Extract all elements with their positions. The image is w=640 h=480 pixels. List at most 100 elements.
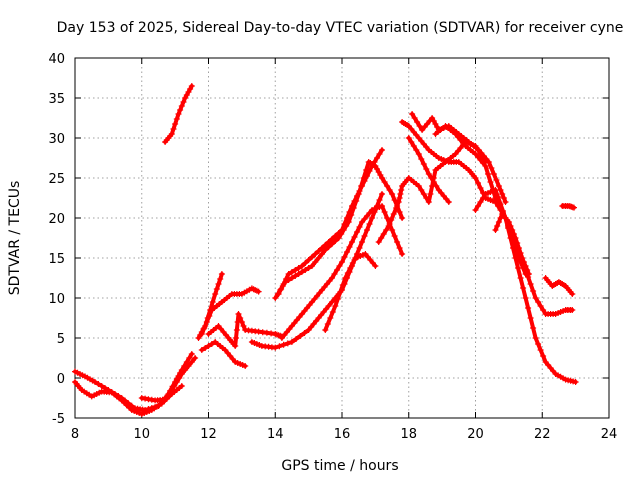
data-point xyxy=(202,345,209,351)
data-point xyxy=(343,223,350,229)
data-point xyxy=(355,191,362,197)
data-point xyxy=(428,175,435,181)
data-point xyxy=(240,323,247,329)
data-point xyxy=(363,167,370,173)
data-point xyxy=(329,241,335,247)
data-point xyxy=(325,244,332,250)
data-point xyxy=(374,155,380,161)
data-point xyxy=(315,255,322,261)
data-point xyxy=(309,254,315,260)
data-point xyxy=(338,231,345,237)
y-tick-label: 20 xyxy=(48,212,65,227)
data-point xyxy=(514,240,521,246)
data-point xyxy=(509,227,516,233)
data-point xyxy=(354,229,360,235)
data-point xyxy=(293,336,300,342)
data-point xyxy=(349,239,355,245)
data-point xyxy=(475,203,481,209)
data-point xyxy=(347,265,354,271)
axis-ticks: 8 10 12 14 16 18 20 22 24 -5 0 5 10 15 20 25 30 35 40 xyxy=(48,52,617,442)
x-tick-label: 8 xyxy=(71,427,79,442)
data-point xyxy=(495,183,502,189)
data-point xyxy=(180,99,187,105)
data-point xyxy=(425,199,432,205)
y-tick-label: 40 xyxy=(48,52,65,67)
data-point xyxy=(366,221,373,227)
data-point xyxy=(207,307,214,313)
data-series xyxy=(72,83,579,417)
data-point xyxy=(295,265,302,271)
data-point xyxy=(396,195,403,201)
data-point xyxy=(488,165,495,171)
data-point xyxy=(379,175,385,181)
data-point xyxy=(512,255,519,261)
grid-lines xyxy=(75,58,609,418)
data-point xyxy=(302,260,309,266)
data-point xyxy=(319,251,325,257)
data-point xyxy=(202,323,209,329)
data-point xyxy=(379,203,385,209)
data-point xyxy=(312,251,319,257)
data-point xyxy=(198,347,205,353)
data-point xyxy=(525,305,532,311)
data-point xyxy=(425,171,432,177)
data-point xyxy=(427,191,434,197)
data-point xyxy=(324,321,331,327)
data-point xyxy=(384,215,391,221)
data-point xyxy=(423,195,430,201)
data-point xyxy=(571,204,577,211)
data-point xyxy=(209,299,216,305)
data-point xyxy=(218,271,225,277)
series-arc-2 xyxy=(72,379,185,417)
data-point xyxy=(351,234,358,240)
data-point xyxy=(359,239,365,245)
data-point xyxy=(394,239,401,245)
data-point xyxy=(500,195,507,201)
data-point xyxy=(336,263,343,269)
data-point xyxy=(280,341,287,348)
data-point xyxy=(299,263,305,269)
data-point xyxy=(233,327,240,333)
series-arc-9 xyxy=(248,191,385,351)
data-point xyxy=(383,227,390,233)
data-point xyxy=(337,289,344,295)
data-point xyxy=(380,231,387,237)
data-point xyxy=(409,111,416,117)
x-axis-label: GPS time / hours xyxy=(281,458,398,474)
data-point xyxy=(348,212,355,218)
data-point xyxy=(288,339,295,345)
series-arc-4 xyxy=(162,83,195,145)
data-point xyxy=(346,244,353,250)
data-point xyxy=(569,307,576,313)
data-point xyxy=(515,265,522,271)
data-point xyxy=(512,235,519,241)
data-point xyxy=(295,271,302,277)
data-point xyxy=(423,166,430,172)
data-point xyxy=(340,227,347,233)
data-point xyxy=(235,311,242,317)
data-point xyxy=(188,351,195,357)
data-point xyxy=(413,147,420,153)
data-point xyxy=(315,248,322,254)
data-point xyxy=(522,263,529,269)
data-point xyxy=(520,259,527,265)
data-point xyxy=(188,83,195,89)
series-arc-3 xyxy=(138,351,195,404)
data-point xyxy=(285,277,292,283)
data-point xyxy=(233,335,239,341)
data-point xyxy=(341,254,348,260)
data-point xyxy=(288,269,295,275)
data-point xyxy=(415,183,422,189)
x-tick-label: 14 xyxy=(267,427,284,442)
data-point xyxy=(345,219,352,225)
data-point xyxy=(169,383,176,390)
data-point xyxy=(472,207,479,213)
x-tick-label: 12 xyxy=(200,427,217,442)
data-point xyxy=(530,288,537,294)
data-point xyxy=(309,263,315,269)
data-point xyxy=(329,275,335,281)
data-point xyxy=(302,267,309,273)
data-point xyxy=(349,260,356,266)
x-tick-label: 10 xyxy=(133,427,150,442)
data-point xyxy=(322,247,329,253)
